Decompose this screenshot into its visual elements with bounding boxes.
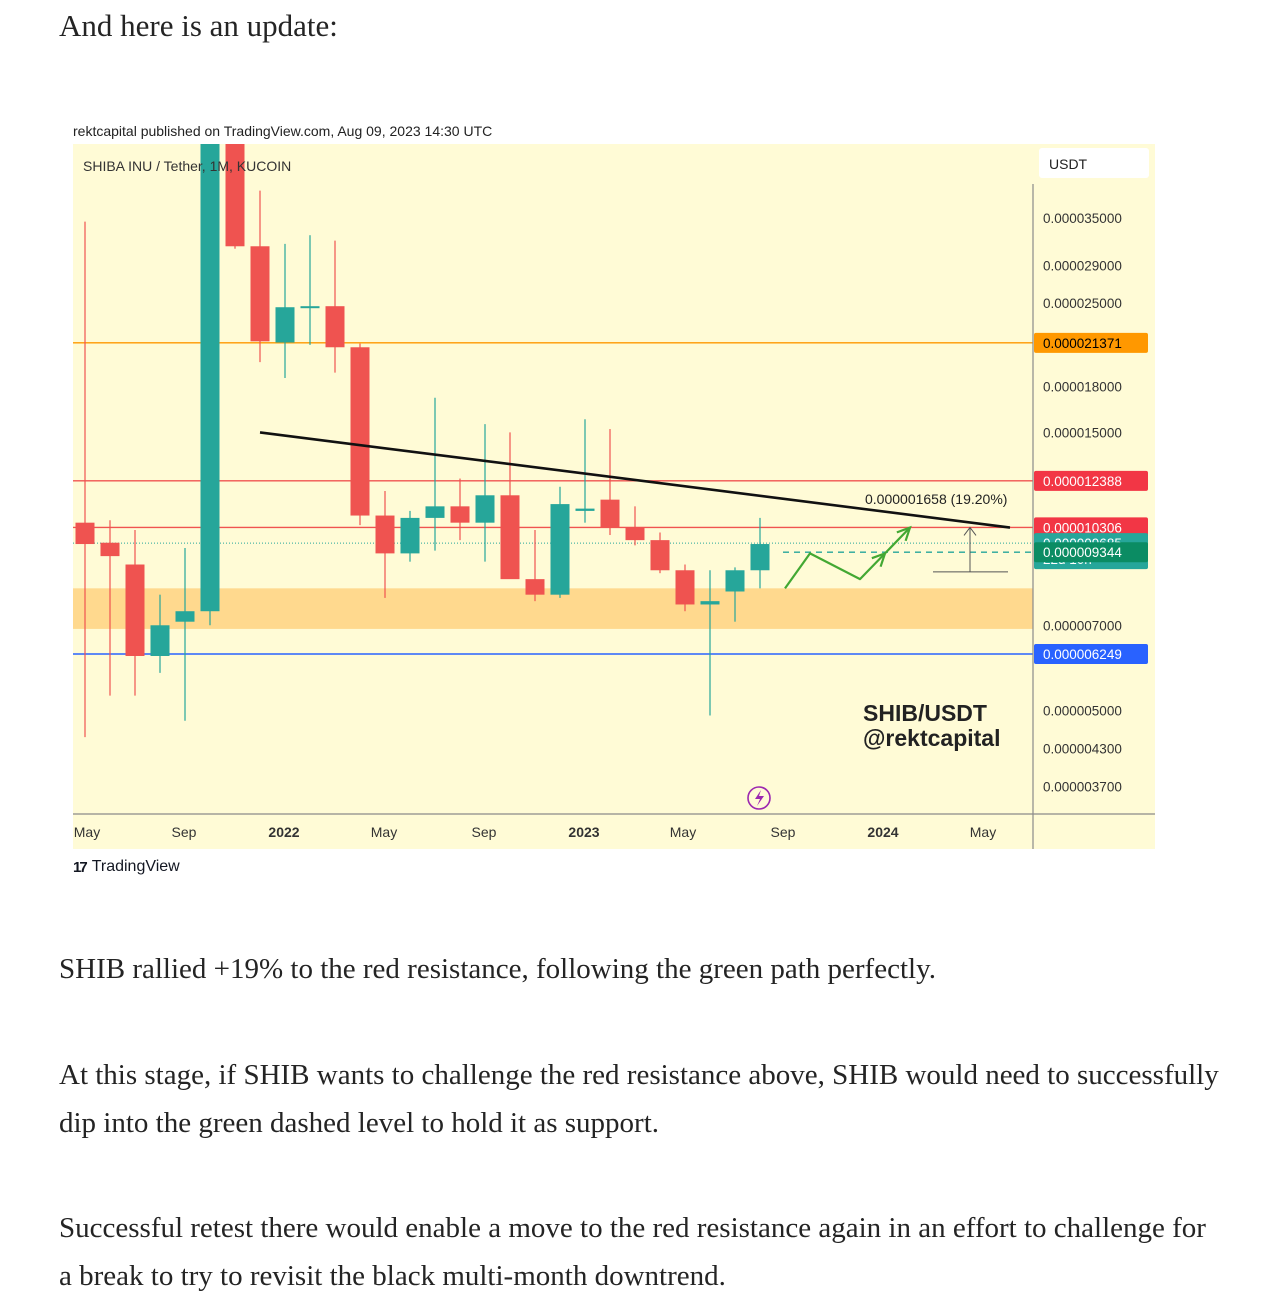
symbol-label: SHIBA INU / Tether, 1M, KUCOIN xyxy=(83,158,291,174)
level-label-1-box xyxy=(1034,470,1148,491)
lightning-icon-glyph xyxy=(755,790,764,806)
level-label-2: 0.000010306 xyxy=(1043,520,1122,535)
candle-body-3[interactable] xyxy=(150,625,170,656)
watermark-line-1: SHIB/USDT xyxy=(863,700,987,726)
green-path[interactable] xyxy=(784,526,911,589)
candle-body-21[interactable] xyxy=(600,499,620,528)
candle-body-20[interactable] xyxy=(575,508,595,511)
candle-body-24[interactable] xyxy=(675,570,695,605)
paragraph-3: Successful retest there would enable a m… xyxy=(59,1212,1206,1292)
watermark-line-2: @rektcapital xyxy=(863,725,1000,751)
candle-body-16[interactable] xyxy=(475,495,495,523)
time-tick-4: Sep xyxy=(472,824,497,840)
time-tick-7: Sep xyxy=(771,824,796,840)
published-line: rektcapital published on TradingView.com… xyxy=(73,123,493,139)
time-tick-1: Sep xyxy=(172,824,197,840)
price-tick-3: 0.000018000 xyxy=(1043,379,1122,394)
candle-body-10[interactable] xyxy=(325,306,345,348)
time-tick-2: 2022 xyxy=(268,824,299,840)
candle-body-17[interactable] xyxy=(500,495,520,580)
candle-body-13[interactable] xyxy=(400,517,420,554)
lightning-icon[interactable] xyxy=(747,786,771,810)
candle-body-22[interactable] xyxy=(625,527,645,541)
green-path-arrow-2 xyxy=(896,525,912,542)
candle-body-11[interactable] xyxy=(350,347,370,516)
downtrend-line[interactable] xyxy=(259,431,1011,529)
candle-body-2[interactable] xyxy=(125,564,145,656)
candle-body-6[interactable] xyxy=(225,144,245,247)
level-label-3: 0.000006249 xyxy=(1043,647,1122,662)
green-level-label-box xyxy=(1034,542,1148,563)
level-label-1: 0.000012388 xyxy=(1043,474,1122,489)
candle-body-1[interactable] xyxy=(100,542,120,557)
time-tick-3: May xyxy=(371,824,397,840)
price-chart[interactable]: 0.000001658 (19.20%) SHIB/USDT @rektcapita… xyxy=(73,144,1155,849)
candle-body-9[interactable] xyxy=(300,306,320,309)
candle-body-19[interactable] xyxy=(550,504,570,595)
price-tick-6: 0.000005000 xyxy=(1043,703,1122,718)
price-tick-5: 0.000007000 xyxy=(1043,618,1122,633)
measure-arrow xyxy=(963,526,977,536)
candle-body-4[interactable] xyxy=(175,611,195,622)
price-tick-2: 0.000025000 xyxy=(1043,296,1122,311)
candle-body-27[interactable] xyxy=(750,544,770,571)
level-label-0: 0.000021371 xyxy=(1043,336,1122,351)
time-tick-5: 2023 xyxy=(568,824,599,840)
candle-body-23[interactable] xyxy=(650,540,670,571)
price-tick-4: 0.000015000 xyxy=(1043,425,1122,440)
green-level-label: 0.000009344 xyxy=(1043,545,1122,560)
level-label-3-box xyxy=(1034,644,1148,664)
price-tick-8: 0.000003700 xyxy=(1043,780,1122,795)
level-label-0-box xyxy=(1034,332,1148,353)
tradingview-logo-text: TradingView xyxy=(91,858,180,875)
candle-body-7[interactable] xyxy=(250,246,270,342)
candle-body-26[interactable] xyxy=(725,570,745,592)
tradingview-logo[interactable]: 17 TradingView xyxy=(73,858,180,876)
paragraph-2: At this stage, if SHIB wants to challeng… xyxy=(59,1059,1219,1139)
price-tick-0: 0.000035000 xyxy=(1043,211,1122,226)
intro-text: And here is an update: xyxy=(59,8,338,43)
candle-body-18[interactable] xyxy=(525,579,545,595)
candle-body-5[interactable] xyxy=(200,144,220,612)
green-path-arrow-1 xyxy=(871,551,887,568)
candle-body-0[interactable] xyxy=(75,522,95,545)
candle-body-15[interactable] xyxy=(450,506,470,523)
candle-body-14[interactable] xyxy=(425,506,445,518)
price-tick-7: 0.000004300 xyxy=(1043,742,1122,757)
candle-body-12[interactable] xyxy=(375,515,395,554)
time-tick-6: May xyxy=(670,824,696,840)
candle-body-8[interactable] xyxy=(275,307,295,343)
level-label-2-box xyxy=(1034,517,1148,538)
candle-body-25[interactable] xyxy=(700,601,720,605)
tradingview-logo-icon: 17 xyxy=(73,858,88,876)
time-tick-0: May xyxy=(74,824,100,840)
measure-label: 0.000001658 (19.20%) xyxy=(865,491,1007,507)
price-tick-1: 0.000029000 xyxy=(1043,259,1122,274)
time-tick-8: 2024 xyxy=(867,824,898,840)
currency-label: USDT xyxy=(1049,156,1088,172)
time-tick-9: May xyxy=(970,824,996,840)
support-zone xyxy=(73,588,1033,629)
paragraph-1: SHIB rallied +19% to the red resistance,… xyxy=(59,953,936,985)
currency-box[interactable] xyxy=(1039,148,1149,178)
